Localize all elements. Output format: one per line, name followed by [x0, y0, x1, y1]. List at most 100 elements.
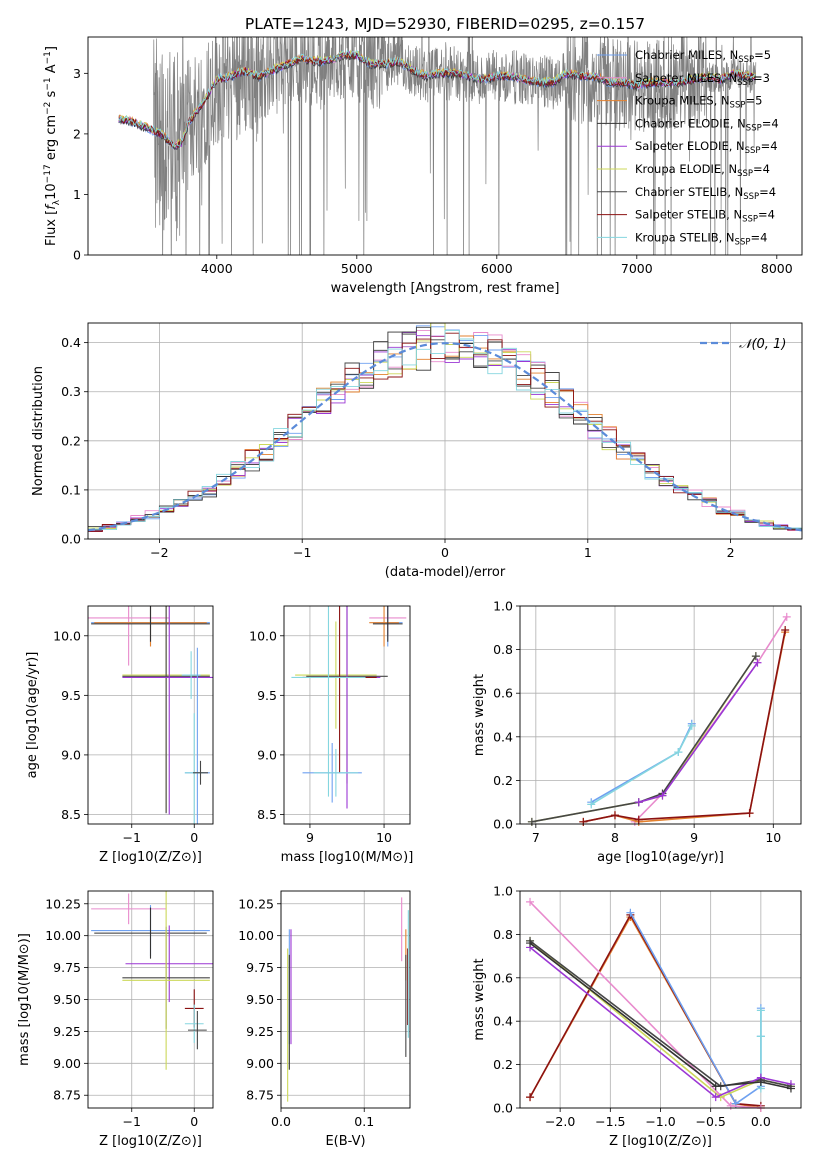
y-tick-label: 10.25: [45, 896, 81, 911]
weight-series-line: [529, 942, 792, 1090]
mass-vs-EBV-plot: [287, 897, 409, 1102]
age-vs-mass-axes: 9 10 8.5 9.0 9.5 10.0: [249, 606, 410, 845]
y-tick-label: 9.00: [246, 1056, 274, 1071]
x-tick-label: −2.0: [545, 1114, 575, 1129]
data-spectrum-line: [118, 37, 757, 255]
residuals-frame: [87, 322, 803, 540]
spectrum-xlabel: wavelength [Angstrom, rest frame]: [331, 281, 560, 296]
weight-point-marker: [658, 791, 667, 800]
x-tick-label: −0.5: [695, 1114, 725, 1129]
spectrum-legend: Chabrier MILES, NSSP=5 Salpeter MILES, NS…: [597, 48, 779, 247]
x-tick-label: −1.0: [645, 1114, 675, 1129]
weight-vs-Z-xlabel: Z [log10(Z/Z⊙)]: [609, 1134, 712, 1149]
x-tick-label: 0.0: [751, 1114, 771, 1129]
age-vs-mass-xlabel: mass [log10(M/M⊙)]: [281, 850, 414, 865]
weight-vs-age-frame: [519, 605, 802, 825]
age-vs-mass-frame: [283, 605, 411, 825]
y-tick-label: 9.5: [61, 688, 81, 703]
y-tick-label: 8.75: [246, 1088, 274, 1103]
mass-vs-EBV-frame: [280, 890, 411, 1109]
age-vs-mass-plot: [291, 606, 407, 809]
weight-vs-Z-ylabel: mass weight: [472, 958, 487, 1040]
legend-label: Chabrier STELIB, NSSP=4: [635, 185, 776, 202]
y-tick-label: 9.75: [53, 960, 81, 975]
x-tick-label: 8: [611, 830, 619, 845]
mass-vs-EBV-xlabel: E(B-V): [325, 1134, 365, 1149]
y-tick-label: 0.6: [493, 970, 513, 985]
y-tick-label: 0.1: [61, 482, 81, 497]
x-tick-label: 5000: [341, 261, 373, 276]
y-tick-label: 9.5: [257, 688, 277, 703]
weight-point-marker: [579, 817, 588, 826]
age-vs-Z-ylabel: age [log10(age/yr)]: [25, 652, 40, 779]
y-tick-label: 1.0: [493, 599, 513, 614]
weight-series-line: [529, 946, 792, 1099]
y-tick-label: 9.50: [53, 992, 81, 1007]
residuals-ylabel: Normed distribution: [31, 366, 46, 496]
y-tick-label: 0.2: [493, 773, 513, 788]
weight-vs-Z-plot: [526, 897, 795, 1112]
mass-vs-EBV-axes: 0.0 0.1 8.75 9.00 9.25 9.50 9.75 10.00 10.25: [238, 891, 410, 1129]
y-tick-label: 2: [73, 126, 81, 141]
legend-label: Salpeter MILES, NSSP=3: [635, 71, 770, 88]
legend-gaussian-label: 𝒩(0, 1): [739, 337, 786, 352]
mass-vs-Z-xlabel: Z [log10(Z/Z⊙)]: [99, 1134, 202, 1149]
y-tick-label: 0.6: [493, 686, 513, 701]
x-tick-label: 6000: [481, 261, 513, 276]
y-tick-label: 0.0: [493, 1101, 513, 1116]
y-tick-label: 0.3: [61, 384, 81, 399]
weight-point-marker: [786, 1084, 795, 1093]
y-tick-label: 0.0: [61, 532, 81, 547]
residuals-xlabel: (data-model)/error: [385, 565, 506, 580]
mass-vs-Z-frame: [87, 890, 214, 1109]
gaussian-curve: [88, 342, 802, 532]
age-vs-Z-plot: [88, 606, 213, 824]
weight-point-marker: [756, 1032, 765, 1041]
age-vs-Z-xlabel: Z [log10(Z/Z⊙)]: [99, 850, 202, 865]
mass-vs-Z-ylabel: mass [log10(M/M⊙)]: [17, 933, 32, 1066]
y-tick-label: 9.75: [246, 960, 274, 975]
y-tick-label: 10.00: [238, 928, 274, 943]
y-tick-label: 9.25: [53, 1024, 81, 1039]
spectrum-axes: 4000 5000 6000 7000 8000 0 1 2 3: [73, 66, 793, 276]
weight-point-marker: [626, 908, 635, 917]
weight-point-marker: [526, 897, 535, 906]
x-tick-label: 1: [584, 545, 592, 560]
y-tick-label: 0.0: [493, 817, 513, 832]
x-tick-label: 7: [532, 830, 540, 845]
weight-point-marker: [751, 652, 760, 661]
weight-vs-Z-frame: [519, 890, 802, 1109]
x-tick-label: −1: [123, 830, 141, 845]
y-tick-label: 9.50: [246, 992, 274, 1007]
y-tick-label: 9.00: [53, 1056, 81, 1071]
age-vs-Z-axes: −1 0 8.5 9.0 9.5 10.0: [53, 606, 213, 845]
weight-point-marker: [756, 1077, 765, 1086]
y-tick-label: 1: [73, 187, 81, 202]
weight-point-marker: [753, 658, 762, 667]
y-tick-label: 10.0: [249, 628, 277, 643]
x-tick-label: −1.5: [595, 1114, 625, 1129]
weight-point-marker: [782, 612, 791, 621]
y-tick-label: 3: [73, 66, 81, 81]
weight-point-marker: [527, 817, 536, 826]
figure-title: PLATE=1243, MJD=52930, FIBERID=0295, z=0…: [245, 15, 645, 33]
spectrum-ylabel: Flux [fλ10−17 erg cm−2 s−1 A−1]: [43, 46, 62, 246]
x-tick-label: −2: [150, 545, 168, 560]
x-tick-label: −1: [123, 1114, 141, 1129]
y-tick-label: 0.8: [493, 927, 513, 942]
x-tick-label: 10: [376, 830, 392, 845]
y-tick-label: 0.8: [493, 642, 513, 657]
legend-label: Salpeter ELODIE, NSSP=4: [635, 139, 778, 156]
spectrum-plot: [118, 37, 757, 255]
weight-point-marker: [634, 798, 643, 807]
weight-point-marker: [587, 800, 596, 809]
x-tick-label: 0: [190, 830, 198, 845]
mass-vs-Z-axes: −1 0 8.75 9.00 9.25 9.50 9.75 10.00 10.25: [45, 891, 213, 1129]
x-tick-label: 9: [690, 830, 698, 845]
y-tick-label: 10.0: [53, 628, 81, 643]
age-vs-Z-frame: [87, 605, 214, 825]
y-tick-label: 9.25: [246, 1024, 274, 1039]
weight-point-marker: [711, 1082, 720, 1091]
legend-label: Kroupa ELODIE, NSSP=4: [635, 162, 770, 179]
y-tick-label: 0.4: [493, 1014, 513, 1029]
